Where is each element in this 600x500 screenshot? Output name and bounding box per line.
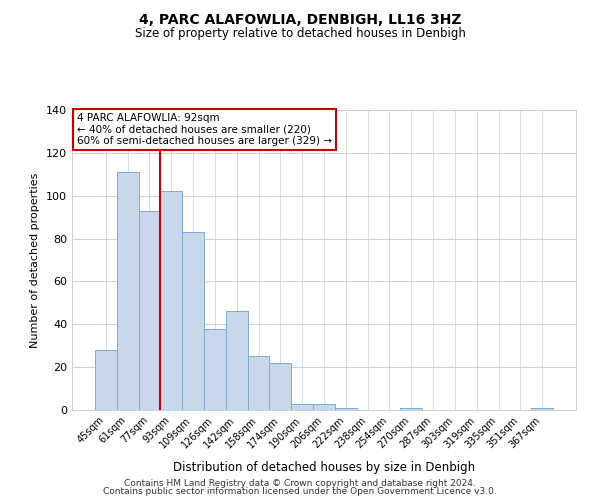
Text: 4, PARC ALAFOWLIA, DENBIGH, LL16 3HZ: 4, PARC ALAFOWLIA, DENBIGH, LL16 3HZ bbox=[139, 12, 461, 26]
Bar bbox=[182, 232, 204, 410]
Bar bbox=[117, 172, 139, 410]
Y-axis label: Number of detached properties: Number of detached properties bbox=[31, 172, 40, 348]
X-axis label: Distribution of detached houses by size in Denbigh: Distribution of detached houses by size … bbox=[173, 461, 475, 474]
Bar bbox=[531, 408, 553, 410]
Bar bbox=[313, 404, 335, 410]
Bar bbox=[400, 408, 422, 410]
Bar bbox=[248, 356, 269, 410]
Text: Size of property relative to detached houses in Denbigh: Size of property relative to detached ho… bbox=[134, 28, 466, 40]
Bar bbox=[291, 404, 313, 410]
Text: Contains public sector information licensed under the Open Government Licence v3: Contains public sector information licen… bbox=[103, 487, 497, 496]
Bar bbox=[269, 363, 291, 410]
Bar bbox=[226, 312, 248, 410]
Bar bbox=[335, 408, 357, 410]
Text: Contains HM Land Registry data © Crown copyright and database right 2024.: Contains HM Land Registry data © Crown c… bbox=[124, 478, 476, 488]
Bar bbox=[160, 192, 182, 410]
Bar bbox=[139, 210, 160, 410]
Text: 4 PARC ALAFOWLIA: 92sqm
← 40% of detached houses are smaller (220)
60% of semi-d: 4 PARC ALAFOWLIA: 92sqm ← 40% of detache… bbox=[77, 113, 332, 146]
Bar bbox=[95, 350, 117, 410]
Bar bbox=[204, 328, 226, 410]
